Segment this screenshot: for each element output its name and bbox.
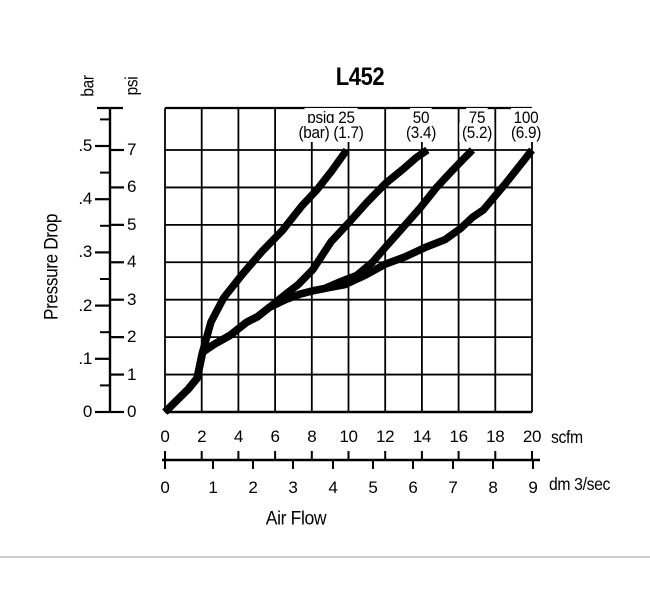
curve-label-bar-bottom: (6.9) [508, 123, 544, 142]
psi-tick-label: 7 [127, 139, 137, 159]
curve-label-psig-top: 75 [466, 108, 488, 127]
psi-tick-label: 0 [127, 402, 137, 421]
dm-tick-label: 6 [408, 478, 418, 497]
psi-tick-label: 5 [127, 214, 137, 234]
psi-tick-label: 1 [127, 364, 137, 384]
dm-tick-label: 0 [160, 478, 170, 497]
dm-tick-label: 7 [448, 478, 458, 497]
curve-label-bar-bottom: (5.2) [459, 123, 495, 142]
scfm-tick-label: 14 [412, 427, 432, 446]
curve-psig-100 [162, 147, 535, 415]
scfm-tick-label: 0 [160, 427, 170, 446]
bar-tick-label: .2 [78, 295, 92, 315]
curve-label-bar-bottom: (bar) (1.7) [295, 123, 367, 142]
bar-tick-label: 0 [82, 402, 92, 421]
scfm-tick-label: 16 [449, 427, 468, 446]
bar-tick-label: .5 [78, 136, 92, 155]
psi-tick-label: 2 [127, 327, 137, 347]
psi-tick-label: 3 [127, 289, 137, 309]
dm-tick-label: 1 [208, 478, 218, 497]
x-axis-unit-dm3sec: dm 3/sec [549, 474, 611, 494]
scfm-tick-label: 4 [233, 427, 243, 446]
dm-tick-label: 8 [488, 478, 498, 497]
dm-tick-label: 3 [288, 478, 298, 497]
dm-tick-label: 9 [528, 478, 538, 497]
page-separator-line [0, 556, 650, 558]
psi-tick-label: 4 [127, 252, 137, 272]
psi-tick-label: 6 [127, 177, 137, 197]
scfm-tick-label: 12 [376, 427, 395, 446]
dm-tick-label: 4 [328, 478, 338, 497]
curve-psig-25 [162, 147, 350, 415]
scfm-tick-label: 10 [339, 427, 358, 446]
bar-tick-label: .1 [78, 348, 92, 368]
bar-tick-label: .3 [78, 242, 92, 262]
curve-label-psig-top: 50 [410, 108, 432, 127]
chart-title: L452 [335, 63, 385, 91]
scfm-tick-label: 2 [197, 427, 207, 446]
scfm-tick-label: 8 [307, 427, 317, 446]
y-axis-unit-psi: psi [121, 76, 142, 96]
curve-label-bar-bottom: (3.4) [403, 123, 439, 142]
dm-tick-label: 2 [248, 478, 258, 497]
bar-tick-label: .4 [78, 189, 92, 209]
scfm-tick-label: 20 [522, 427, 542, 446]
curve-label-psig-top: 100 [510, 108, 542, 127]
curve-psig-50 [162, 146, 430, 415]
dm-tick-label: 5 [368, 478, 378, 497]
x-axis-unit-scfm: scfm [551, 427, 583, 447]
scfm-tick-label: 6 [270, 427, 280, 446]
scfm-tick-label: 18 [486, 427, 505, 446]
y-axis-unit-bar: bar [77, 75, 98, 97]
x-axis-title: Air Flow [265, 507, 327, 530]
curve-label-psig-top: psig 25 [304, 108, 358, 127]
